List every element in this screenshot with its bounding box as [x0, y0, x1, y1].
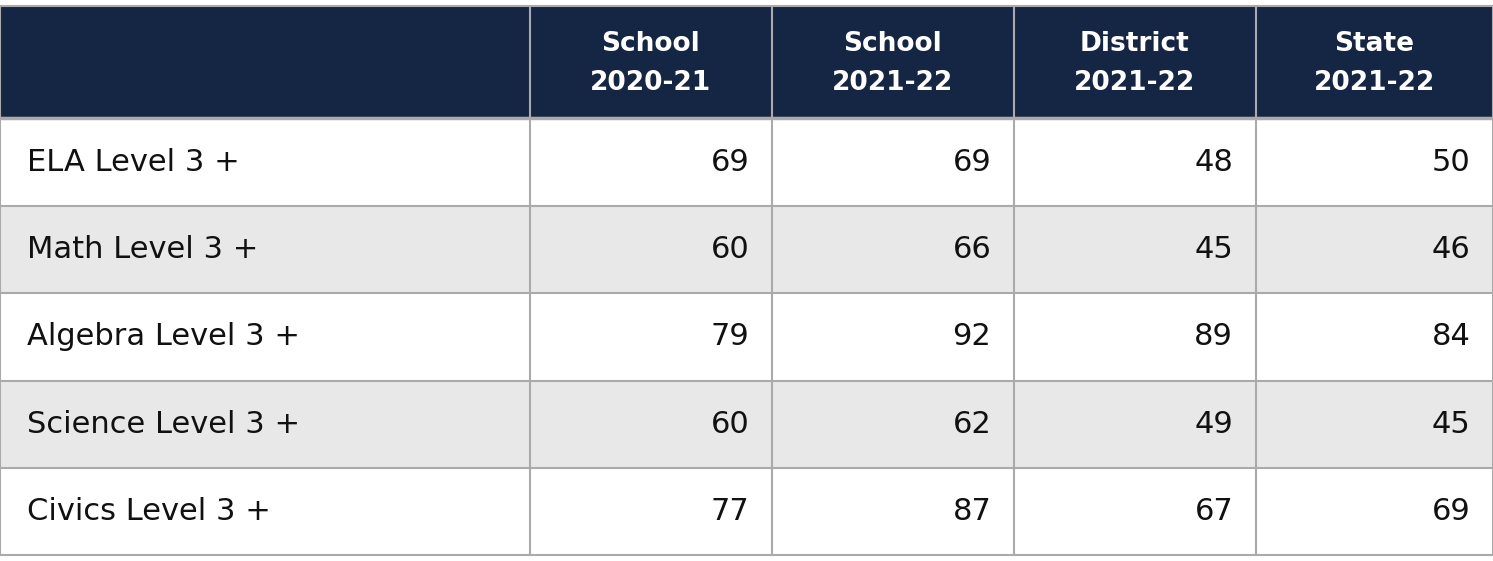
FancyBboxPatch shape — [1256, 6, 1493, 118]
Text: Algebra Level 3 +: Algebra Level 3 + — [27, 323, 300, 351]
Text: 87: 87 — [953, 497, 991, 526]
FancyBboxPatch shape — [0, 206, 1493, 293]
Text: 60: 60 — [711, 410, 749, 439]
Text: 89: 89 — [1194, 323, 1233, 351]
Text: State: State — [1335, 31, 1414, 57]
FancyBboxPatch shape — [0, 468, 1493, 555]
Text: ELA Level 3 +: ELA Level 3 + — [27, 148, 239, 177]
Text: 79: 79 — [711, 323, 749, 351]
FancyBboxPatch shape — [0, 380, 1493, 468]
Text: 46: 46 — [1432, 235, 1471, 264]
Text: 69: 69 — [711, 148, 749, 177]
FancyBboxPatch shape — [0, 6, 530, 118]
Text: District: District — [1079, 31, 1190, 57]
Text: 84: 84 — [1432, 323, 1471, 351]
Text: Science Level 3 +: Science Level 3 + — [27, 410, 300, 439]
Text: 2020-21: 2020-21 — [590, 70, 712, 96]
FancyBboxPatch shape — [1014, 6, 1256, 118]
Text: 2021-22: 2021-22 — [1314, 70, 1435, 96]
Text: School: School — [844, 31, 942, 57]
Text: 50: 50 — [1432, 148, 1471, 177]
FancyBboxPatch shape — [530, 6, 772, 118]
Text: 45: 45 — [1432, 410, 1471, 439]
Text: 2021-22: 2021-22 — [1073, 70, 1196, 96]
Text: 45: 45 — [1194, 235, 1233, 264]
Text: 49: 49 — [1194, 410, 1233, 439]
Text: 69: 69 — [1432, 497, 1471, 526]
Text: 48: 48 — [1194, 148, 1233, 177]
Text: 67: 67 — [1194, 497, 1233, 526]
Text: Civics Level 3 +: Civics Level 3 + — [27, 497, 270, 526]
Text: School: School — [602, 31, 700, 57]
Text: 77: 77 — [711, 497, 749, 526]
FancyBboxPatch shape — [0, 118, 1493, 206]
Text: 69: 69 — [953, 148, 991, 177]
Text: 60: 60 — [711, 235, 749, 264]
FancyBboxPatch shape — [0, 293, 1493, 380]
Text: 92: 92 — [953, 323, 991, 351]
Text: 62: 62 — [953, 410, 991, 439]
Text: 2021-22: 2021-22 — [832, 70, 954, 96]
Text: 66: 66 — [953, 235, 991, 264]
Text: Math Level 3 +: Math Level 3 + — [27, 235, 258, 264]
FancyBboxPatch shape — [772, 6, 1014, 118]
